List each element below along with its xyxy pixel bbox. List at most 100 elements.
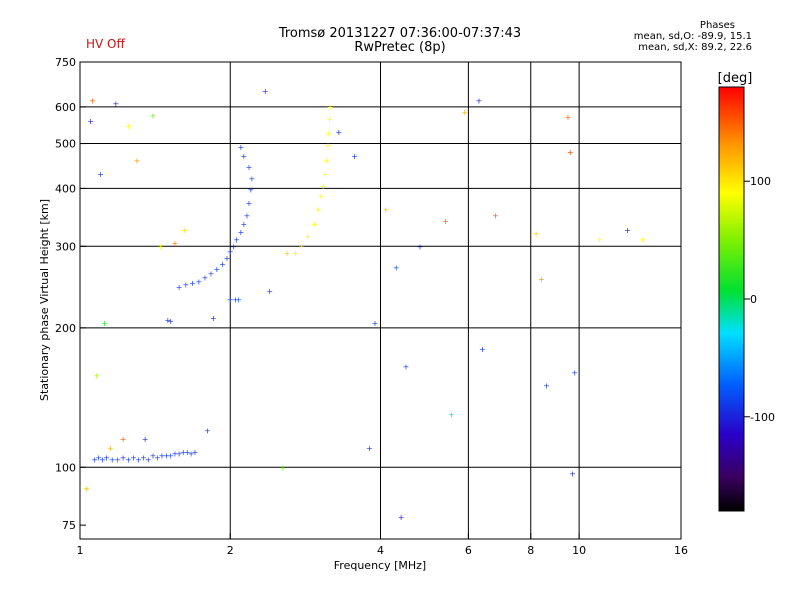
- data-point: +: [351, 152, 358, 161]
- data-point: +: [246, 199, 253, 208]
- data-point: +: [188, 450, 195, 459]
- x-tick-label: 10: [572, 544, 586, 557]
- x-tick-label: 4: [377, 544, 384, 557]
- data-point: +: [120, 435, 127, 444]
- data-point: +: [113, 100, 120, 109]
- y-tick-label: 100: [55, 461, 76, 474]
- data-point: +: [327, 103, 334, 112]
- data-point: +: [639, 236, 646, 245]
- data-point: +: [97, 170, 104, 179]
- data-point: +: [208, 270, 215, 279]
- chart-title: Tromsø 20131227 07:36:00-07:37:43: [278, 26, 522, 41]
- data-point: +: [372, 319, 379, 328]
- data-point: +: [232, 296, 239, 305]
- data-point: +: [318, 192, 325, 201]
- data-point: +: [154, 453, 161, 462]
- data-point: +: [91, 455, 98, 464]
- phase-stats: Phases mean, sd,O: -89.9, 15.1 mean, sd,…: [560, 20, 752, 53]
- data-point: +: [135, 455, 142, 464]
- data-point: +: [538, 275, 545, 284]
- data-point: +: [227, 248, 234, 257]
- y-axis-label: Stationary phase Virtual Height [km]: [38, 199, 51, 401]
- data-point: +: [103, 453, 110, 462]
- data-point: +: [246, 163, 253, 172]
- y-tick-label: 400: [55, 182, 76, 195]
- data-point: +: [204, 427, 211, 436]
- data-point: +: [326, 115, 333, 124]
- data-point: +: [596, 236, 603, 245]
- y-tick-label: 750: [55, 56, 76, 69]
- data-point: +: [448, 410, 455, 419]
- data-point: +: [150, 111, 157, 120]
- data-point: +: [322, 170, 329, 179]
- data-point: +: [311, 220, 318, 229]
- data-point: +: [325, 130, 332, 139]
- y-tick-label: 300: [55, 240, 76, 253]
- data-point: +: [230, 242, 237, 251]
- data-point: +: [150, 452, 157, 461]
- data-point: +: [163, 452, 170, 461]
- data-point: +: [167, 452, 174, 461]
- x-tick-label: 1: [77, 544, 84, 557]
- data-point: +: [280, 463, 287, 472]
- data-point: +: [159, 452, 166, 461]
- data-point: +: [93, 371, 100, 380]
- data-point: +: [249, 175, 256, 184]
- data-point: +: [237, 228, 244, 237]
- data-point: +: [417, 242, 424, 251]
- data-point: +: [398, 513, 405, 522]
- data-point: +: [109, 455, 116, 464]
- x-tick-label: 8: [527, 544, 534, 557]
- data-point: +: [248, 185, 255, 194]
- data-point: +: [145, 455, 152, 464]
- phase-stats-x-mode: mean, sd,X: 89.2, 22.6: [638, 42, 752, 53]
- y-tick-label: 200: [55, 322, 76, 335]
- data-point: +: [315, 206, 322, 215]
- data-point: +: [335, 128, 342, 137]
- data-point: +: [130, 453, 137, 462]
- data-point: +: [189, 279, 196, 288]
- data-point: +: [89, 96, 96, 105]
- data-point: +: [233, 236, 240, 245]
- data-point: +: [227, 296, 234, 305]
- data-point: +: [140, 453, 147, 462]
- x-tick-label: 6: [465, 544, 472, 557]
- colorbar-tick-label: 100: [750, 175, 771, 188]
- data-point: +: [237, 143, 244, 152]
- data-point: +: [172, 450, 179, 459]
- y-axis-ticks: 75 100 200 300 400 500 600 750: [55, 56, 86, 532]
- colorbar-tick-label: 0: [750, 293, 757, 306]
- data-point: +: [87, 117, 94, 126]
- data-point: +: [442, 217, 449, 226]
- data-point: +: [569, 469, 576, 478]
- data-point: +: [323, 156, 330, 165]
- data-point: +: [565, 113, 572, 122]
- colorbar-label: [deg]: [718, 71, 753, 86]
- y-tick-label: 600: [55, 101, 76, 114]
- data-point: +: [184, 448, 191, 457]
- data-point: +: [241, 152, 248, 161]
- data-point: +: [543, 382, 550, 391]
- data-point: +: [320, 182, 327, 191]
- data-point: +: [393, 263, 400, 272]
- data-point: +: [176, 283, 183, 292]
- data-point: +: [383, 206, 390, 215]
- data-point: +: [172, 239, 179, 248]
- data-point: +: [533, 229, 540, 238]
- data-point: +: [366, 444, 373, 453]
- data-point: +: [403, 363, 410, 372]
- data-point: +: [114, 455, 121, 464]
- data-point: +: [571, 369, 578, 378]
- data-point: +: [479, 345, 486, 354]
- data-point: +: [176, 450, 183, 459]
- data-point: +: [157, 242, 164, 251]
- data-point: +: [235, 296, 242, 305]
- colorbar: [718, 86, 745, 512]
- data-point: +: [183, 281, 190, 290]
- data-point: +: [83, 484, 90, 493]
- phase-stats-heading: Phases: [699, 20, 735, 31]
- colorbar-tick-label: -100: [750, 411, 775, 424]
- data-point: +: [298, 242, 305, 251]
- data-point: +: [492, 211, 499, 220]
- data-point: +: [567, 148, 574, 157]
